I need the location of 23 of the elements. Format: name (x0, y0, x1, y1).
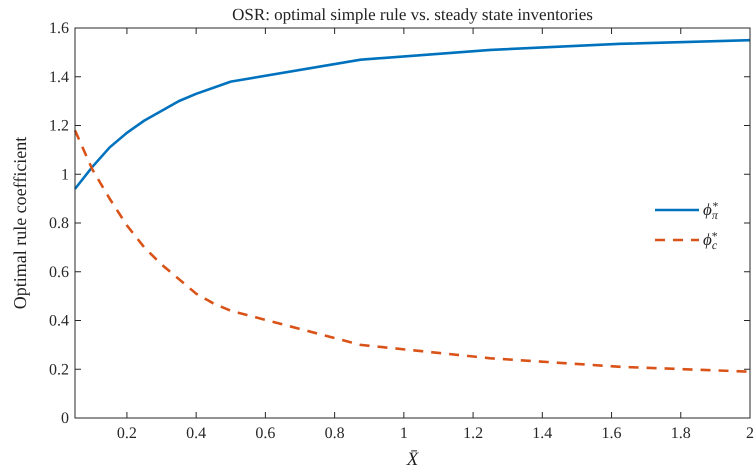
x-axis-title: X̄ (406, 449, 420, 470)
x-tick-label: 2 (746, 425, 754, 442)
x-tick-label: 1.8 (670, 425, 691, 442)
x-tick-label: 1 (400, 425, 408, 442)
y-tick-label: 1.2 (49, 118, 69, 134)
y-axis-title: Optimal rule coefficient (10, 136, 30, 310)
x-tick-label: 0.4 (186, 425, 206, 442)
y-tick-label: 0.8 (49, 215, 69, 232)
y-tick-label: 0.2 (49, 361, 69, 378)
y-tick-label: 0.6 (49, 264, 69, 281)
y-tick-label: 0 (61, 410, 69, 427)
x-tick-label: 1.2 (463, 425, 484, 442)
x-tick-label: 0.8 (324, 425, 345, 442)
chart-title: OSR: optimal simple rule vs. steady state inventories (232, 5, 593, 24)
y-tick-label: 0.4 (49, 312, 69, 330)
y-tick-label: 1 (61, 166, 69, 184)
x-tick-label: 1.6 (602, 425, 622, 442)
line-series (74, 38, 752, 190)
x-tick-label: 0.6 (255, 425, 276, 442)
x-tick-label: 1.4 (532, 425, 552, 442)
x-tick-label: 0.2 (116, 425, 137, 442)
y-tick-label: 1.6 (49, 20, 69, 37)
y-tick-label: 1.4 (49, 68, 69, 86)
